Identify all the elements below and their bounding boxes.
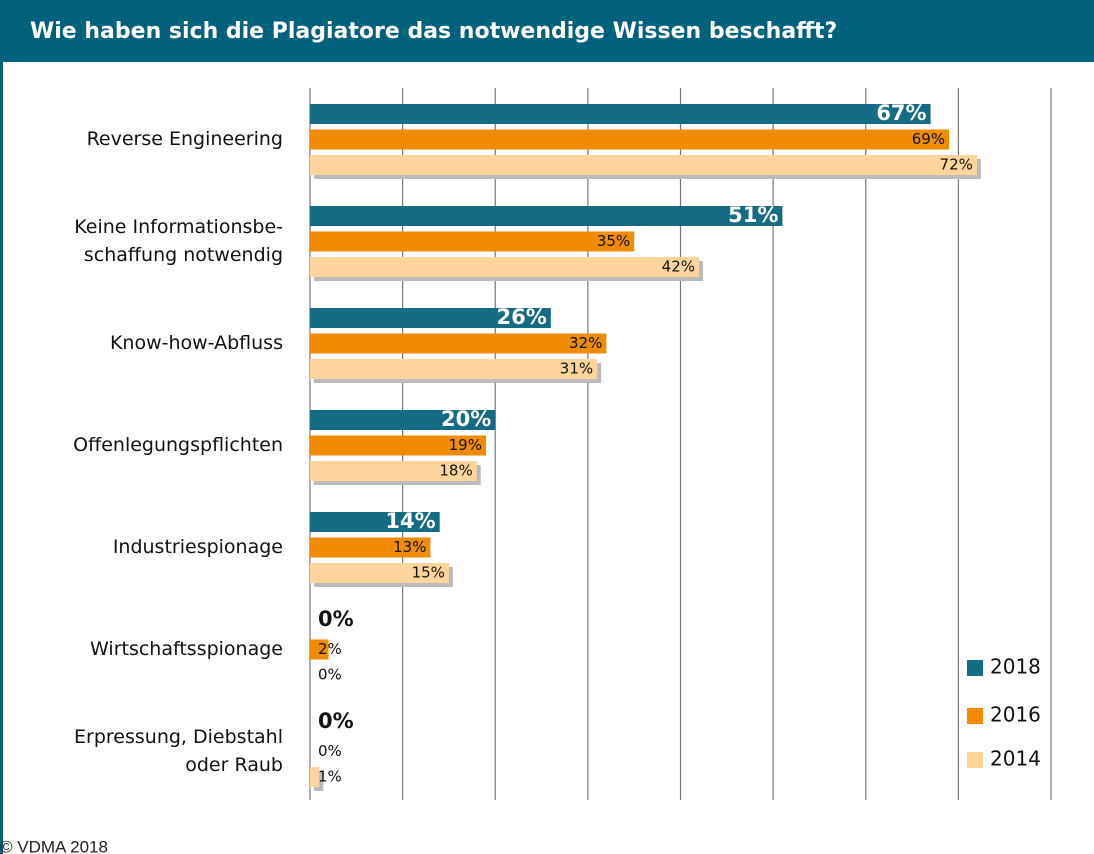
data-label: 32% (569, 334, 602, 352)
chart-title: Wie haben sich die Plagiatore das notwen… (30, 19, 837, 44)
bar (310, 435, 486, 456)
data-label: 15% (412, 564, 445, 582)
bar (310, 308, 551, 328)
legend-label: 2018 (990, 655, 1041, 679)
data-label: 51% (728, 203, 778, 227)
data-label: 13% (393, 538, 426, 556)
data-label: 42% (662, 258, 695, 276)
y-tick-label: Know-how-Abfluss (110, 332, 283, 354)
footer: © VDMA 2018 (0, 837, 108, 854)
legend-label: 2016 (990, 703, 1041, 727)
data-label: 26% (497, 305, 547, 329)
y-tick-label: Reverse Engineering (87, 128, 283, 150)
bar (310, 231, 635, 252)
data-label: 67% (876, 101, 926, 125)
bar (310, 512, 440, 532)
data-label: 19% (449, 436, 482, 454)
data-label: 69% (912, 130, 945, 148)
bar (310, 129, 950, 150)
legend-swatch (967, 752, 983, 768)
data-label: 0% (318, 607, 354, 631)
y-tick-label: Keine Informationsbe- (74, 216, 283, 238)
data-label: 18% (439, 462, 472, 480)
data-label: 14% (385, 509, 435, 533)
title-bar (0, 0, 1094, 62)
bar (310, 461, 477, 481)
legend-label: 2014 (990, 747, 1041, 771)
y-tick-label: Industriespionage (113, 536, 283, 558)
bar (310, 410, 496, 430)
data-label: 0% (318, 709, 354, 733)
y-tick-label: oder Raub (185, 754, 283, 776)
bar (310, 257, 700, 277)
bar (310, 155, 977, 175)
bar (310, 537, 431, 558)
bar (310, 767, 320, 787)
legend-swatch (967, 708, 983, 724)
left-border (0, 62, 3, 854)
bar (310, 104, 931, 124)
y-tick-label: Erpressung, Diebstahl (74, 726, 283, 748)
legend-swatch (967, 660, 983, 676)
bar (310, 563, 449, 583)
bar (310, 206, 783, 226)
data-label: 20% (441, 407, 491, 431)
data-label: 2% (318, 640, 342, 658)
data-label: 35% (597, 232, 630, 250)
bar (310, 639, 329, 660)
bar (310, 333, 607, 354)
data-label: 0% (318, 742, 342, 760)
y-tick-label: Wirtschaftsspionage (90, 638, 283, 660)
bar (310, 359, 598, 379)
data-label: 0% (318, 666, 342, 684)
data-label: 72% (940, 156, 973, 174)
data-label: 1% (318, 768, 342, 786)
y-tick-label: schaffung notwendig (84, 244, 283, 266)
data-label: 31% (560, 360, 593, 378)
y-tick-label: Offenlegungspflichten (73, 434, 283, 456)
